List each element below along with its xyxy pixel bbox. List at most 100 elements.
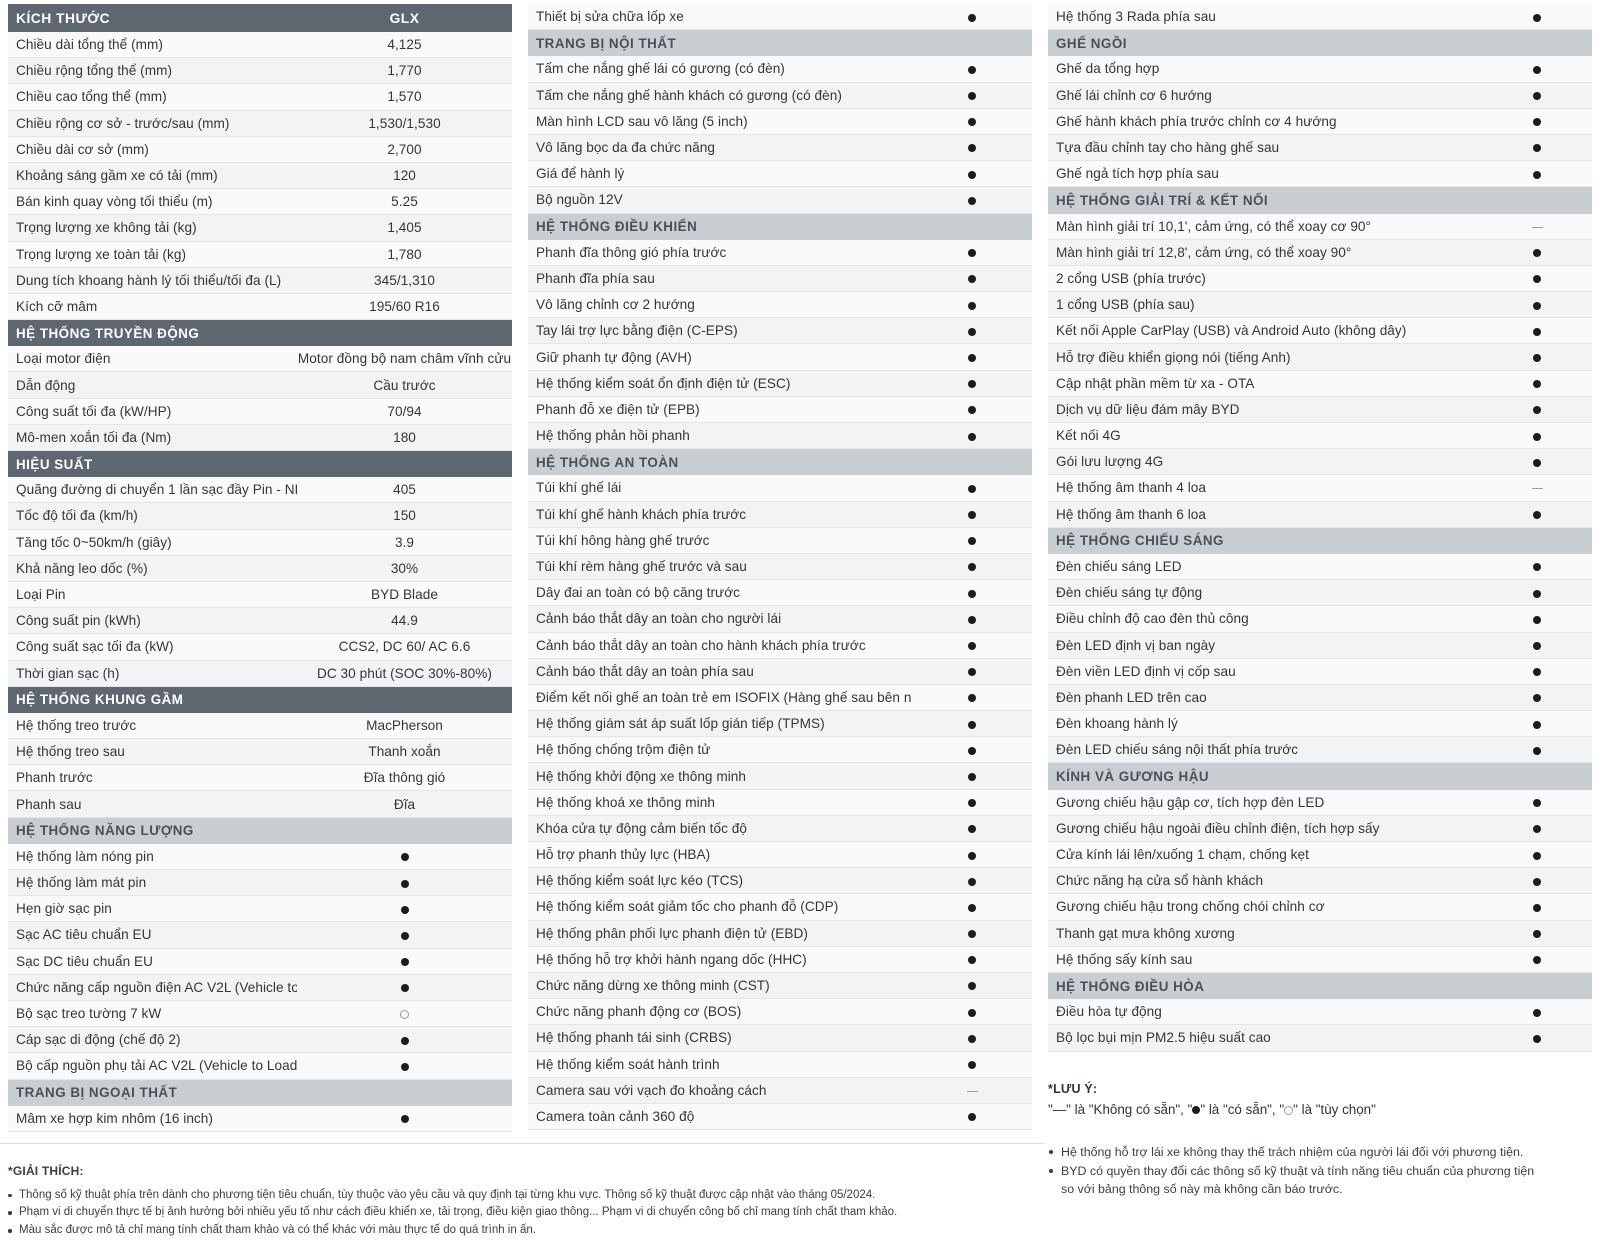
- legend-body: "—" là "Không có sẵn", " " là "có sẵn", "…: [1048, 1102, 1588, 1117]
- spec-row-label: Tấm che nắng ghế lái có gương (có đèn): [536, 61, 785, 77]
- spec-row-value: Đĩa: [393, 796, 416, 812]
- spec-row-value: Cầu trước: [373, 377, 436, 393]
- available-dot-icon: [968, 615, 976, 624]
- spec-row-value: MacPherson: [366, 717, 443, 733]
- spec-row-label: Hệ thống phân phối lực phanh điện tử (EB…: [536, 925, 808, 941]
- spec-row-label: Gương chiếu hậu gập cơ, tích hợp đèn LED: [1056, 794, 1325, 810]
- spec-row-value: [912, 61, 1032, 76]
- available-dot-icon: [968, 92, 976, 101]
- spec-row-label: Chiều dài tổng thể (mm): [16, 37, 163, 53]
- available-dot-icon: [1533, 170, 1541, 179]
- available-dot-icon: [968, 275, 976, 284]
- spec-row-value: [912, 716, 1032, 731]
- spec-row-value: [912, 1004, 1032, 1019]
- available-dot-icon: [968, 930, 976, 939]
- spec-row: Công suất tối đa (kW/HP) 70/94: [8, 398, 512, 425]
- available-dot-icon: [1533, 327, 1541, 336]
- spec-row: Dẫn động Cầu trước: [8, 372, 512, 399]
- spec-row: Phanh sau Đĩa: [8, 791, 512, 818]
- spec-row-label: Hệ thống treo sau: [16, 744, 125, 760]
- spec-row: Mâm xe hợp kim nhôm (16 inch): [8, 1105, 512, 1132]
- spec-row-value: [912, 402, 1032, 417]
- spec-row-value: [1482, 428, 1592, 443]
- spec-row: Hệ thống làm nóng pin: [8, 843, 512, 870]
- available-dot-icon: [1533, 432, 1541, 441]
- available-dot-icon: [400, 905, 409, 914]
- available-dot-icon: [968, 65, 976, 74]
- legend-bullet: Hệ thống hỗ trợ lái xe không thay thế tr…: [1048, 1143, 1588, 1162]
- spec-row-label: 1 cổng USB (phía sau): [1056, 297, 1195, 313]
- available-dot-icon: [968, 1113, 976, 1122]
- spec-row: Điểm kết nối ghế an toàn trẻ em ISOFIX (…: [528, 684, 1032, 712]
- spec-row: Thiết bị sửa chữa lốp xe: [528, 4, 1032, 31]
- spec-row-value: [1482, 1004, 1592, 1019]
- spec-row: Trọng lượng xe không tải (kg) 1,405: [8, 215, 512, 242]
- available-dot-icon: [1533, 13, 1541, 22]
- spec-row: Cảnh báo thắt dây an toàn phía sau: [528, 658, 1032, 685]
- legend-bullets: Hệ thống hỗ trợ lái xe không thay thế tr…: [1048, 1143, 1588, 1199]
- section-header: HỆ THỐNG ĐIỀU KHIỂN: [528, 213, 1032, 240]
- spec-row-label: Loại Pin: [16, 587, 66, 603]
- spec-row: Hệ thống treo sau Thanh xoắn: [8, 739, 512, 766]
- available-dot-icon: [400, 958, 409, 967]
- spec-row: Hệ thống 3 Rada phía sau: [1048, 4, 1592, 31]
- spec-row-label: Khoảng sáng gầm xe có tải (mm): [16, 168, 218, 184]
- spec-row: Ghế da tổng hợp: [1048, 56, 1592, 83]
- spec-row-value: [1482, 88, 1592, 103]
- spec-row-label: Dây đai an toàn có bộ căng trước: [536, 585, 740, 601]
- spec-row-label: Hệ thống kiểm soát ổn định điện tử (ESC): [536, 375, 791, 391]
- section-header: KÍNH VÀ GƯƠNG HẬU: [1048, 763, 1592, 790]
- spec-row: Ghế lái chỉnh cơ 6 hướng: [1048, 82, 1592, 109]
- spec-row: Chiều rộng cơ sở - trước/sau (mm) 1,530/1…: [8, 110, 512, 137]
- spec-row-value: [912, 978, 1032, 993]
- spec-row: Thời gian sạc (h) DC 30 phút (SOC 30%-80%…: [8, 660, 512, 687]
- spec-row-label: Chức năng hạ cửa sổ hành khách: [1056, 873, 1264, 889]
- spec-row-label: Cáp sạc di động (chế độ 2): [16, 1032, 181, 1048]
- spec-row-value: [297, 849, 512, 864]
- spec-row: Giữ phanh tự động (AVH): [528, 344, 1032, 371]
- footnotes-block: *GIẢI THÍCH: Thông số kỹ thuật phía trên …: [0, 1162, 1048, 1240]
- available-dot-icon: [400, 879, 409, 888]
- spec-row-label: Hệ thống âm thanh 6 loa: [1056, 506, 1207, 522]
- spec-row-label: Giữ phanh tự động (AVH): [536, 349, 692, 365]
- spec-row-label: Mâm xe hợp kim nhôm (16 inch): [16, 1110, 213, 1126]
- spec-row-label: Hệ thống hỗ trợ khởi hành ngang dốc (HHC…: [536, 951, 807, 967]
- spec-row: Tựa đầu chỉnh tay cho hàng ghế sau: [1048, 134, 1592, 162]
- spec-row-value: [912, 507, 1032, 522]
- spec-row-value: [912, 795, 1032, 810]
- spec-row: Túi khí ghế lái: [528, 475, 1032, 502]
- spec-row-value: [1482, 926, 1592, 941]
- legend-block: *LƯU Ý: "—" là "Không có sẵn", " " là "có …: [1048, 1082, 1588, 1199]
- spec-row-value: [1482, 323, 1592, 338]
- spec-row-value: Motor đồng bộ nam châm vĩnh cửu: [297, 351, 512, 367]
- available-dot-icon: [968, 511, 976, 520]
- available-dot-icon: [1533, 746, 1541, 755]
- spec-row-label: Bộ lọc bụi mịn PM2.5 hiệu suất cao: [1056, 1030, 1271, 1046]
- spec-row-label: Gói lưu lượng 4G: [1056, 454, 1164, 470]
- spec-row-value: [1482, 507, 1592, 522]
- spec-row-label: Sạc AC tiêu chuẩn EU: [16, 927, 152, 943]
- spec-row-label: Hệ thống kiểm soát giảm tốc cho phanh đỗ…: [536, 899, 839, 915]
- spec-row-value: 150: [393, 508, 416, 524]
- available-dot-icon: [400, 853, 409, 862]
- spec-row-value: 5.25: [391, 194, 418, 210]
- spec-row: Bộ nguồn 12V: [528, 187, 1032, 214]
- section-header: HIỆU SUẤT: [8, 451, 512, 478]
- spec-row-value: BYD Blade: [371, 587, 438, 603]
- spec-row: Gương chiếu hậu gập cơ, tích hợp đèn LED: [1048, 789, 1592, 816]
- legend-title: *LƯU Ý:: [1048, 1082, 1098, 1096]
- spec-row: Dung tích khoang hành lý tối thiểu/tối đ…: [8, 267, 512, 294]
- available-dot-icon: [1533, 903, 1541, 912]
- spec-row: Đèn LED chiếu sáng nội thất phía trước: [1048, 737, 1592, 764]
- available-dot-icon: [968, 720, 976, 729]
- spec-row: Màn hình LCD sau vô lăng (5 inch): [528, 108, 1032, 135]
- spec-row-value: [1482, 1030, 1592, 1045]
- spec-row: Sạc AC tiêu chuẩn EU: [8, 922, 512, 949]
- spec-row-label: Vô lăng chỉnh cơ 2 hướng: [536, 297, 695, 313]
- spec-row-value: [912, 559, 1032, 574]
- available-dot-icon: [400, 931, 409, 940]
- spec-row: Hệ thống giám sát áp suất lốp gián tiếp …: [528, 711, 1032, 738]
- spec-row-label: Màn hình giải trí 12,8', cảm ứng, có thể…: [1056, 244, 1352, 260]
- spec-row-label: Hệ thống làm mát pin: [16, 875, 147, 891]
- spec-row: Chiều dài cơ sở (mm) 2,700: [8, 136, 512, 163]
